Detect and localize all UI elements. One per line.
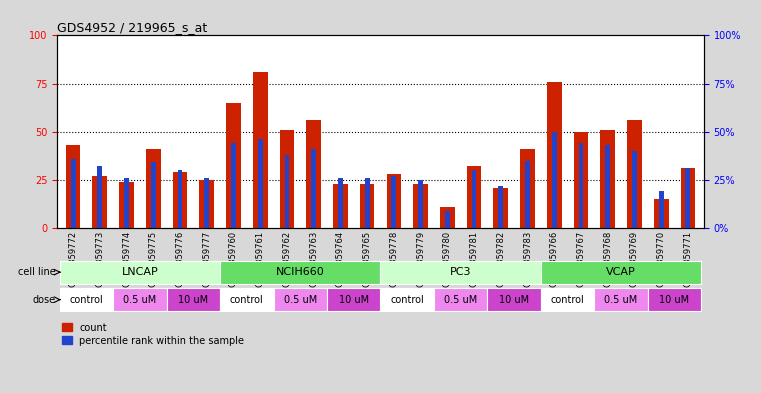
Text: control: control [230,295,264,305]
Bar [541,261,701,284]
Bar [686,168,690,228]
Bar [391,176,396,228]
Text: cell line: cell line [18,267,56,277]
Bar [220,288,274,311]
Bar [307,120,321,228]
Bar [541,288,594,311]
Bar [380,288,434,311]
Bar [493,187,508,228]
Text: VCAP: VCAP [607,267,636,277]
Bar [205,178,209,228]
Bar [167,288,220,311]
Bar [285,155,289,228]
Bar [627,120,642,228]
Text: PC3: PC3 [450,267,471,277]
Text: dose: dose [33,295,56,305]
Bar [97,166,102,228]
Bar [360,184,374,228]
Bar [498,185,503,228]
Bar [680,168,696,228]
Bar [552,132,556,228]
Text: NCIH660: NCIH660 [276,267,325,277]
Bar [146,149,161,228]
Bar [93,176,107,228]
Bar [113,288,167,311]
Bar [547,82,562,228]
Bar [338,178,342,228]
Bar [594,288,648,311]
Bar [333,184,348,228]
Text: 10 uM: 10 uM [499,295,529,305]
Bar [311,149,316,228]
Bar [632,151,637,228]
Bar [654,199,668,228]
Bar [413,184,428,228]
Bar [65,145,81,228]
Bar [521,149,535,228]
Legend: count, percentile rank within the sample: count, percentile rank within the sample [62,323,244,345]
Bar [177,170,183,228]
Bar [151,162,156,228]
Bar [659,191,664,228]
Bar [387,174,401,228]
Bar [258,140,263,228]
Bar [220,261,380,284]
Text: 10 uM: 10 uM [178,295,209,305]
Bar [487,288,541,311]
Bar [419,180,423,228]
Bar [253,72,268,228]
Bar [274,288,327,311]
Bar [440,207,454,228]
Bar [472,170,476,228]
Text: GDS4952 / 219965_s_at: GDS4952 / 219965_s_at [57,21,207,34]
Bar [578,143,584,228]
Bar [327,288,380,311]
Bar [226,103,240,228]
Bar [279,130,295,228]
Text: control: control [69,295,103,305]
Bar [445,211,450,228]
Text: 0.5 uM: 0.5 uM [284,295,317,305]
Text: 0.5 uM: 0.5 uM [444,295,477,305]
Bar [199,180,214,228]
Bar [380,261,541,284]
Bar [173,172,187,228]
Bar [60,261,220,284]
Bar [231,143,236,228]
Text: LNCAP: LNCAP [122,267,158,277]
Bar [466,166,482,228]
Text: 0.5 uM: 0.5 uM [123,295,157,305]
Text: 10 uM: 10 uM [339,295,369,305]
Bar [119,182,134,228]
Bar [600,130,615,228]
Bar [124,178,129,228]
Bar [648,288,701,311]
Text: control: control [551,295,584,305]
Bar [60,288,113,311]
Bar [434,288,487,311]
Text: 10 uM: 10 uM [660,295,689,305]
Bar [365,178,370,228]
Bar [525,160,530,228]
Bar [605,145,610,228]
Bar [71,159,75,228]
Text: control: control [390,295,424,305]
Text: 0.5 uM: 0.5 uM [604,295,638,305]
Bar [574,132,588,228]
